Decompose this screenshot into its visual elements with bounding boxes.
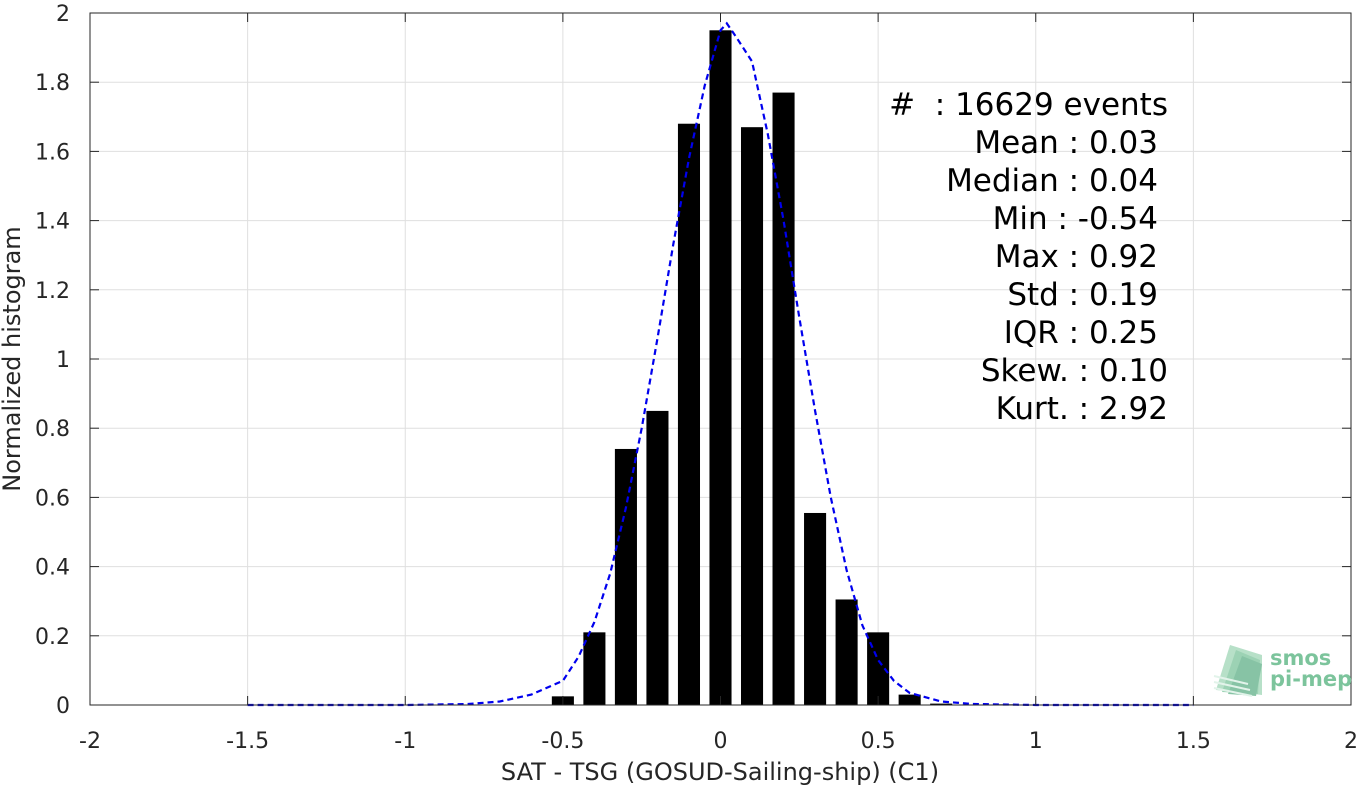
y-axis-label: Normalized histogram [0, 226, 26, 491]
x-tick-label: 0.5 [861, 729, 896, 754]
x-tick-label: -0.5 [541, 729, 584, 754]
histogram-bar [614, 448, 637, 705]
stats-events: # : 16629 events [889, 87, 1168, 123]
histogram-bar [867, 632, 890, 705]
y-tick-label: 1.8 [35, 71, 70, 96]
logo-text-pi-mep: pi-mep [1270, 667, 1352, 691]
x-tick-label: -2 [79, 729, 101, 754]
histogram-bar [835, 599, 858, 705]
histogram-bar [898, 694, 921, 705]
y-tick-label: 0.4 [35, 556, 70, 581]
histogram-bar [772, 92, 795, 705]
axes [89, 12, 1352, 706]
y-tick-label: 0.8 [35, 417, 70, 442]
logo-text-smos: smos [1270, 646, 1331, 670]
fit-curve [247, 21, 1194, 707]
y-tick-label: 1.6 [35, 140, 70, 165]
histogram-bar [677, 123, 701, 706]
stats-median: Median : 0.04 [946, 163, 1158, 199]
stats-kurt: Kurt. : 2.92 [996, 391, 1168, 427]
stats-box: # : 16629 events Mean : 0.03 Median : 0.… [889, 87, 1168, 427]
bars [551, 30, 1016, 706]
histogram-bar [646, 410, 669, 705]
stats-iqr: IQR : 0.25 [1004, 315, 1158, 351]
x-tick-label: -1.5 [226, 729, 269, 754]
x-tick-label: 1.5 [1176, 729, 1211, 754]
y-tick-label: 2 [56, 2, 70, 27]
smos-pi-mep-logo: smos pi-mep [1213, 645, 1352, 697]
y-tick-label: 1 [56, 348, 70, 373]
histogram-bar [709, 30, 732, 706]
x-tick-label: 0 [714, 729, 728, 754]
stats-min: Min : -0.54 [993, 201, 1158, 237]
histogram-bar [930, 703, 953, 705]
logo-waves-icon [1213, 645, 1262, 697]
x-tick-label: 2 [1344, 729, 1358, 754]
x-tick-label: 1 [1029, 729, 1043, 754]
x-tick-labels: -2 -1.5 -1 -0.5 0 0.5 1 1.5 2 [79, 729, 1358, 754]
y-tick-label: 0 [56, 694, 70, 719]
x-axis-label: SAT - TSG (GOSUD-Sailing-ship) (C1) [501, 758, 939, 786]
y-tick-labels: 0 0.2 0.4 0.6 0.8 1 1.2 1.4 1.6 1.8 2 [35, 2, 70, 719]
stats-skew: Skew. : 0.10 [981, 353, 1168, 389]
y-tick-label: 1.4 [35, 210, 70, 235]
axes-box [89, 12, 1352, 706]
stats-mean: Mean : 0.03 [974, 125, 1158, 161]
histogram-bar [740, 127, 764, 706]
y-tick-label: 0.6 [35, 486, 70, 511]
fit-curve-line [247, 21, 1194, 707]
y-tick-label: 0.2 [35, 625, 70, 650]
histogram-bar [804, 512, 827, 705]
y-tick-label: 1.2 [35, 279, 70, 304]
stats-std: Std : 0.19 [1007, 277, 1158, 313]
histogram-bar [583, 632, 606, 705]
stats-max: Max : 0.92 [995, 239, 1158, 275]
x-tick-label: -1 [394, 729, 416, 754]
